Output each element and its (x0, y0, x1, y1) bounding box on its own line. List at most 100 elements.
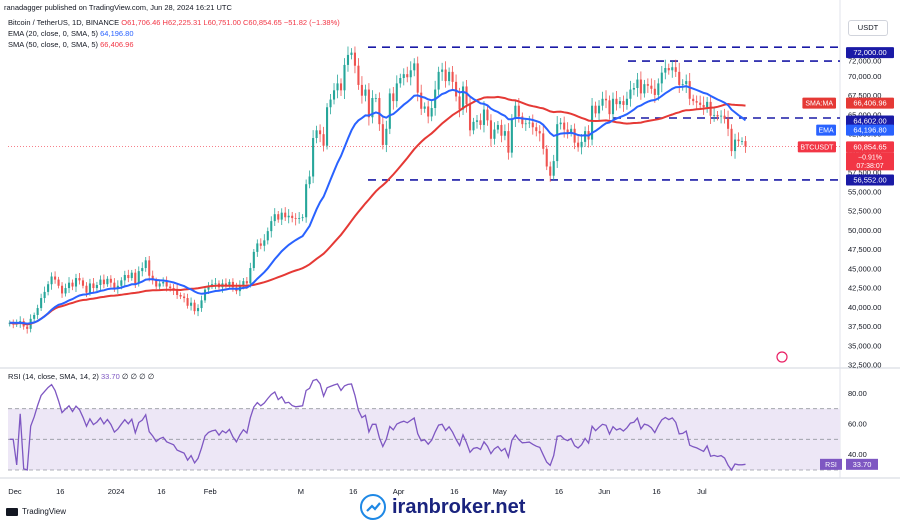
candle-body (81, 280, 85, 286)
candle-body (294, 218, 297, 219)
candle-body (458, 96, 461, 110)
candle-body (521, 116, 524, 125)
bullish-candle (99, 275, 102, 291)
bearish-candle (702, 96, 705, 115)
candle-body (85, 285, 88, 293)
tradingview-brand: TradingView (22, 507, 67, 516)
bearish-candle (78, 272, 81, 285)
tradingview-footer[interactable]: TradingView (6, 507, 66, 516)
bearish-candle (381, 117, 384, 150)
bearish-candle (646, 78, 649, 93)
candle-body (570, 128, 573, 133)
bullish-candle (33, 312, 36, 322)
candle-body (95, 284, 98, 289)
level-56552-value: 56,552.00 (853, 175, 886, 184)
candle-body (165, 281, 168, 287)
rsi-tick-label: 80.00 (848, 389, 867, 398)
bearish-candle (277, 210, 280, 223)
bullish-candle (64, 283, 67, 297)
bullish-candle (343, 58, 346, 100)
candle-body (47, 284, 50, 292)
bearish-candle (151, 270, 154, 285)
candle-body (608, 100, 611, 115)
bearish-candle (427, 100, 430, 124)
candle-body (706, 101, 709, 108)
candle-body (507, 131, 510, 153)
candle-body (137, 271, 140, 284)
candle-body (678, 71, 681, 85)
bearish-candle (531, 114, 534, 135)
bearish-candle (284, 207, 287, 222)
candle-body (151, 275, 154, 281)
rsi-tick-label: 60.00 (848, 420, 867, 429)
bullish-candle (671, 61, 674, 78)
rsi-legend[interactable]: RSI (14, close, SMA, 14, 2) 33.70 ∅ ∅ ∅ … (8, 372, 154, 381)
bearish-candle (486, 104, 489, 126)
candle-body (657, 83, 660, 95)
candle-body (604, 98, 608, 101)
candle-body (339, 83, 343, 91)
candle-body (26, 326, 29, 329)
candle-body (231, 281, 234, 288)
bullish-candle (256, 239, 259, 257)
candle-body (713, 114, 716, 116)
bullish-candle (423, 102, 426, 113)
candle-body (249, 268, 252, 284)
rsi-label: RSI (14, close, SMA, 14, 2) (8, 372, 99, 381)
candle-body (584, 131, 587, 142)
bearish-candle (392, 86, 395, 110)
candle-body (500, 124, 503, 136)
time-tick-label: 16 (555, 487, 563, 496)
candle-body (406, 74, 409, 78)
price-tick-label: 52,500.00 (848, 207, 881, 216)
bullish-candle (116, 280, 119, 294)
candle-body (493, 129, 496, 139)
bearish-candle (71, 279, 74, 291)
bearish-candle (594, 101, 597, 118)
bullish-candle (67, 277, 71, 294)
bullish-candle (657, 78, 660, 101)
price-tick-label: 42,500.00 (848, 284, 881, 293)
currency-selector[interactable]: USDT (848, 20, 888, 36)
candle-body (259, 243, 262, 246)
candle-body (50, 276, 53, 285)
price-tick-label: 57,500.00 (848, 168, 881, 177)
candle-body (455, 81, 458, 97)
sma-legend[interactable]: SMA (50, close, 0, SMA, 5) 66,406.96 (8, 40, 134, 49)
bearish-candle (604, 90, 608, 109)
ema-legend[interactable]: EMA (20, close, 0, SMA, 5) 64,196.80 (8, 29, 134, 38)
price-tick-label: 72,000.00 (848, 57, 881, 66)
bullish-candle (552, 154, 555, 180)
candle-body (671, 67, 674, 71)
bearish-candle (615, 90, 618, 111)
bearish-candle (727, 110, 730, 137)
candle-body (242, 281, 245, 286)
candle-body (465, 86, 468, 105)
candle-body (336, 83, 339, 91)
bearish-candle (109, 275, 112, 288)
candle-body (395, 83, 398, 102)
candle-body (113, 282, 116, 289)
bullish-candle (720, 110, 723, 124)
candle-body (99, 279, 102, 285)
bullish-candle (308, 170, 311, 189)
candle-body (650, 85, 653, 89)
candle-body (43, 291, 46, 299)
bearish-candle (183, 293, 186, 303)
bearish-candle (353, 46, 356, 74)
level-64602-value: 64,602.00 (853, 117, 886, 126)
candle-body (448, 71, 451, 82)
bearish-candle (545, 145, 548, 171)
bullish-candle (203, 286, 207, 303)
candle-body (427, 106, 430, 117)
bearish-candle (535, 122, 538, 137)
bearish-candle (479, 113, 482, 130)
bearish-candle (489, 114, 492, 147)
published-line: ranadagger published on TradingView.com,… (4, 3, 232, 12)
candle-body (357, 65, 360, 85)
bearish-candle (692, 94, 695, 106)
candle-body (305, 184, 308, 218)
candle-body (475, 120, 479, 122)
